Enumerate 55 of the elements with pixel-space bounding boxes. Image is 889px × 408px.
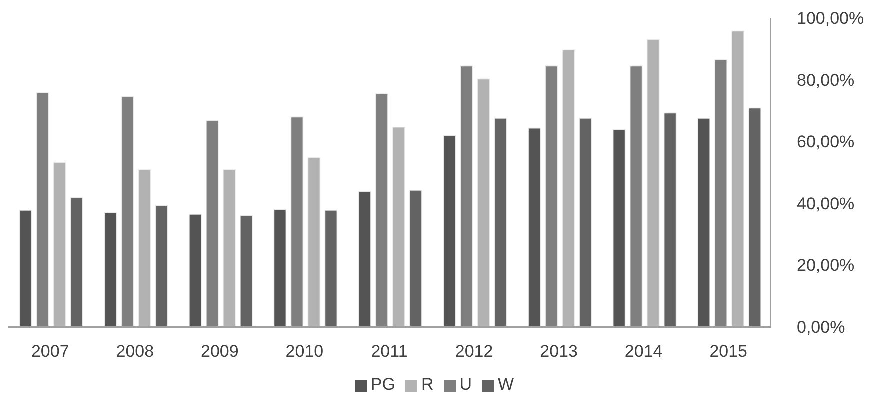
bar — [664, 112, 677, 327]
y-tick-label: 60,00% — [797, 132, 855, 152]
x-tick-label: 2010 — [286, 342, 324, 362]
bar — [698, 118, 710, 327]
legend-label: R — [421, 375, 434, 394]
bar — [121, 96, 134, 327]
bar — [155, 205, 168, 327]
bar — [545, 66, 558, 327]
bar — [138, 170, 152, 327]
bar — [358, 191, 372, 327]
bar — [460, 66, 474, 327]
y-tick-label: 40,00% — [797, 194, 855, 214]
bar — [308, 157, 321, 327]
bar — [732, 30, 744, 327]
y-tick-label: 100,00% — [797, 9, 864, 28]
x-tick-label: 2013 — [540, 342, 578, 362]
bar — [19, 210, 32, 327]
bar — [714, 60, 728, 327]
bar — [206, 120, 219, 327]
y-tick-label: 0,00% — [797, 318, 846, 338]
x-tick-label: 2009 — [201, 342, 239, 362]
bar — [562, 50, 575, 327]
bar — [376, 94, 388, 327]
legend-label: W — [498, 375, 514, 394]
bar — [36, 92, 50, 327]
bar — [53, 162, 66, 327]
bar — [70, 197, 84, 327]
x-tick-label: 2015 — [710, 342, 748, 362]
bar — [579, 118, 592, 327]
bar — [630, 66, 643, 327]
bar — [410, 190, 422, 327]
bar — [392, 126, 406, 327]
bar — [443, 135, 456, 327]
bar — [494, 118, 508, 327]
bar — [223, 170, 236, 327]
x-tick-label: 2007 — [31, 342, 70, 362]
y-tick-label: 20,00% — [797, 256, 855, 276]
bar — [324, 210, 338, 327]
bar — [477, 78, 490, 327]
bar — [748, 108, 762, 327]
bar — [528, 128, 541, 327]
x-tick-label: 2014 — [624, 342, 663, 362]
legend-label: U — [460, 375, 472, 394]
bar — [612, 129, 626, 327]
x-tick-label: 2011 — [371, 342, 408, 362]
x-tick-label: 2008 — [116, 342, 154, 362]
legend-label: PG — [370, 375, 396, 394]
bar — [240, 215, 253, 327]
y-tick-label: 80,00% — [797, 70, 855, 90]
bar — [646, 39, 660, 327]
bar — [274, 209, 287, 327]
x-tick-label: 2012 — [455, 342, 494, 362]
bar — [104, 212, 118, 327]
bar — [290, 116, 304, 327]
bar — [189, 214, 202, 327]
